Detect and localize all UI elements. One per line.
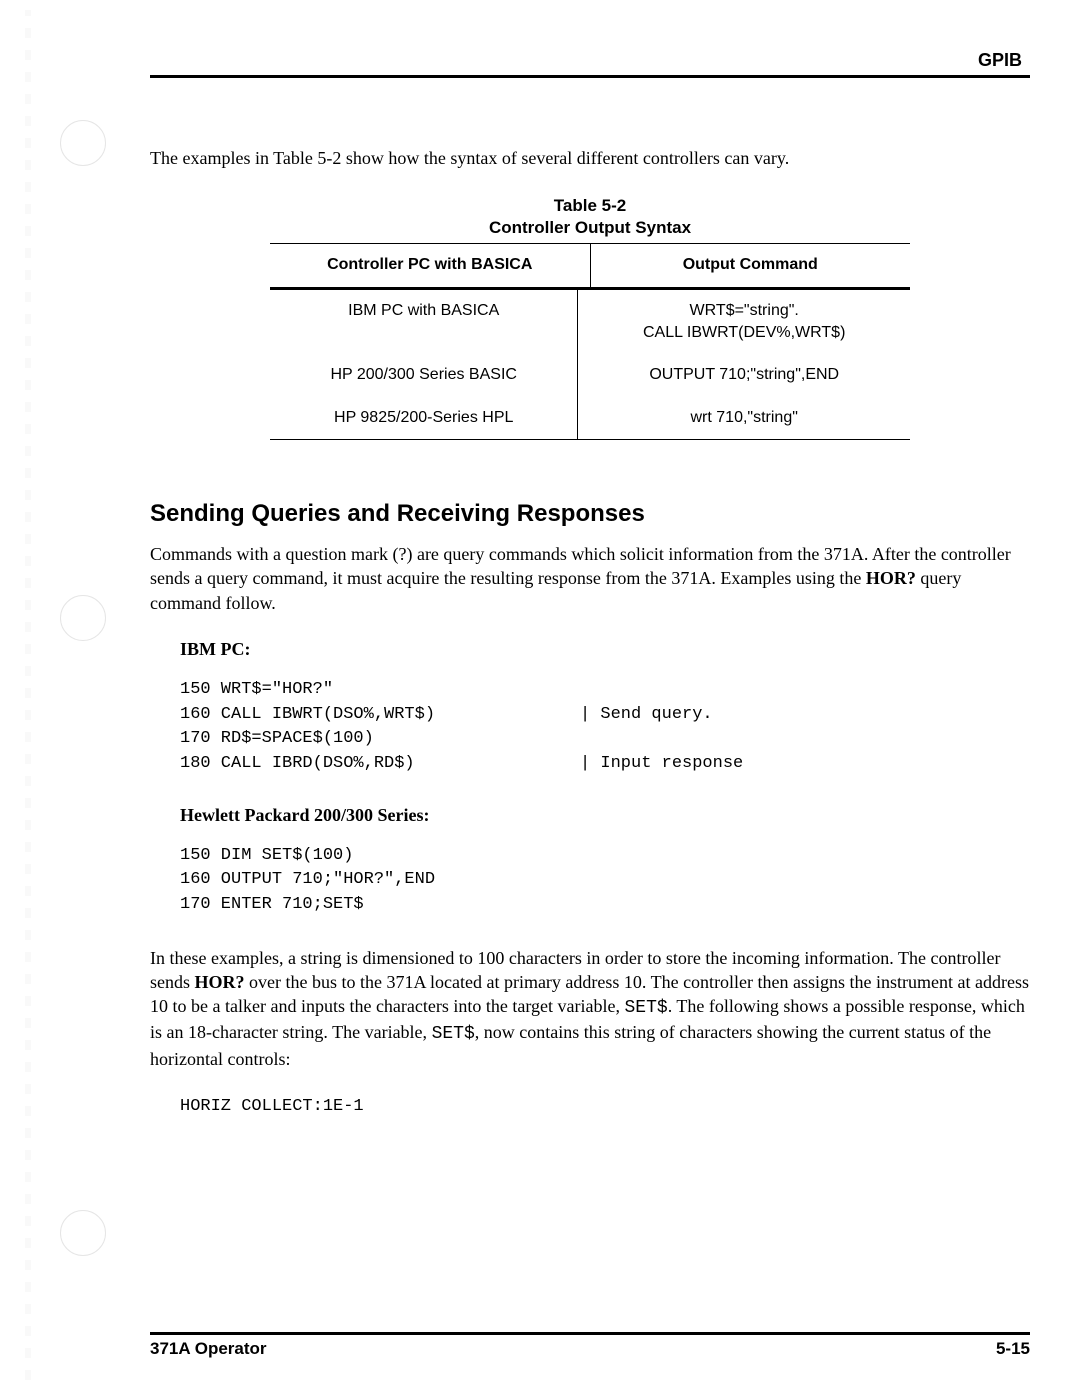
- para2-bold-1: HOR?: [195, 972, 245, 992]
- page-container: GPIB The examples in Table 5-2 show how …: [0, 0, 1080, 1397]
- table-caption: Controller Output Syntax: [270, 217, 910, 239]
- footer-rule: [150, 1332, 1030, 1335]
- table-cell: HP 9825/200-Series HPL: [270, 397, 578, 439]
- code-line: 150 WRT$="HOR?": [180, 678, 1030, 703]
- table-number: Table 5-2: [270, 195, 910, 217]
- table-row: HP 200/300 Series BASIC OUTPUT 710;"stri…: [270, 354, 910, 396]
- code-right: | Input response: [580, 752, 743, 777]
- header-section-label: GPIB: [150, 50, 1030, 75]
- para2-mono-2: SET$: [432, 1024, 475, 1044]
- footer-right: 5-15: [996, 1339, 1030, 1359]
- code-left: 170 RD$=SPACE$(100): [180, 727, 580, 752]
- code-left: 180 CALL IBRD(DSO%,RD$): [180, 752, 580, 777]
- code-left: 160 CALL IBWRT(DSO%,WRT$): [180, 703, 580, 728]
- hp-code-block: 150 DIM SET$(100) 160 OUTPUT 710;"HOR?",…: [180, 844, 1030, 918]
- table-col-header: Controller PC with BASICA: [270, 244, 590, 286]
- table-cell: OUTPUT 710;"string",END: [578, 354, 910, 396]
- table-row: IBM PC with BASICA WRT$="string". CALL I…: [270, 290, 910, 355]
- header-rule: [150, 75, 1030, 78]
- ibm-pc-heading: IBM PC:: [180, 639, 1030, 660]
- code-line: 170 RD$=SPACE$(100): [180, 727, 1030, 752]
- para2-mono-1: SET$: [625, 998, 668, 1018]
- page-footer: 371A Operator 5-15: [150, 1332, 1030, 1359]
- hp-heading: Hewlett Packard 200/300 Series:: [180, 805, 1030, 826]
- response-code-block: HORIZ COLLECT:1E-1: [180, 1095, 1030, 1120]
- code-right: | Send query.: [580, 703, 713, 728]
- table-cell: IBM PC with BASICA: [270, 290, 578, 355]
- footer-left: 371A Operator: [150, 1339, 267, 1359]
- table-cell: HP 200/300 Series BASIC: [270, 354, 578, 396]
- ibm-code-block: 150 WRT$="HOR?" 160 CALL IBWRT(DSO%,WRT$…: [180, 678, 1030, 777]
- syntax-table: Table 5-2 Controller Output Syntax Contr…: [270, 195, 910, 440]
- paragraph-1: Commands with a question mark (?) are qu…: [150, 542, 1030, 615]
- code-line: 160 CALL IBWRT(DSO%,WRT$) | Send query.: [180, 703, 1030, 728]
- table-cell: wrt 710,"string": [578, 397, 910, 439]
- intro-paragraph: The examples in Table 5-2 show how the s…: [150, 148, 1030, 169]
- code-line: 180 CALL IBRD(DSO%,RD$) | Input response: [180, 752, 1030, 777]
- paragraph-2: In these examples, a string is dimension…: [150, 946, 1030, 1071]
- code-left: 150 WRT$="HOR?": [180, 678, 580, 703]
- table-col-header: Output Command: [590, 244, 910, 286]
- section-title: Sending Queries and Receiving Responses: [150, 500, 1030, 528]
- table-header-row: Controller PC with BASICA Output Command: [270, 244, 910, 286]
- table-bottom-rule: [270, 439, 910, 440]
- para1-bold: HOR?: [866, 568, 916, 588]
- table-row: HP 9825/200-Series HPL wrt 710,"string": [270, 397, 910, 439]
- table-cell: WRT$="string". CALL IBWRT(DEV%,WRT$): [578, 290, 910, 355]
